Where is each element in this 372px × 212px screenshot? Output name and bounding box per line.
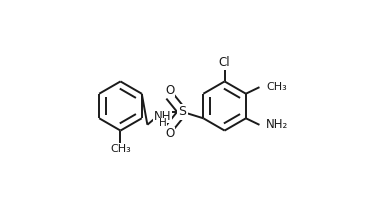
Text: CH₃: CH₃ [266,82,287,92]
Text: NH₂: NH₂ [266,118,288,131]
Text: Cl: Cl [219,56,230,69]
Text: CH₃: CH₃ [110,144,131,153]
Text: S: S [179,105,186,118]
Text: O: O [165,127,174,140]
Text: NH: NH [154,110,171,123]
Text: O: O [165,84,174,97]
Text: H: H [160,119,167,128]
